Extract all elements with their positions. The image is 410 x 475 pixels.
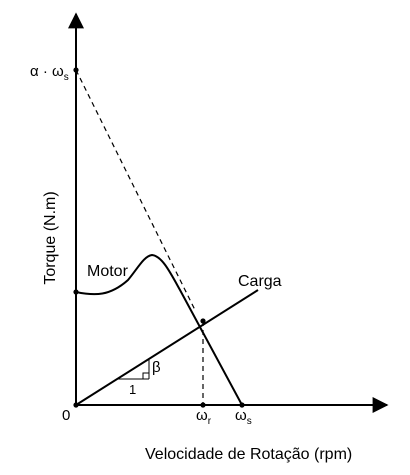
omega-r-point <box>200 402 206 408</box>
motor-start-point <box>73 289 79 295</box>
origin-label: 0 <box>62 407 70 424</box>
motor-torque-curve <box>75 253 243 406</box>
slope-run-label: 1 <box>129 382 136 397</box>
y-marker-point <box>73 67 79 73</box>
slope-right-angle-mark <box>142 372 149 379</box>
motor-label: Motor <box>87 263 129 280</box>
omega-s-label: ωs <box>235 407 252 427</box>
y-axis-title: Torque (N.m) <box>42 191 59 284</box>
omega-r-label: ωr <box>196 407 212 427</box>
load-label: Carga <box>238 273 282 290</box>
load-line <box>75 289 259 406</box>
omega-s-point <box>239 402 245 408</box>
operating-point <box>200 318 206 324</box>
origin-point <box>73 402 79 408</box>
slope-angle-label: β <box>152 359 161 376</box>
y-marker-label: α · ωs <box>30 63 69 83</box>
x-axis-title: Velocidade de Rotação (rpm) <box>145 446 352 463</box>
